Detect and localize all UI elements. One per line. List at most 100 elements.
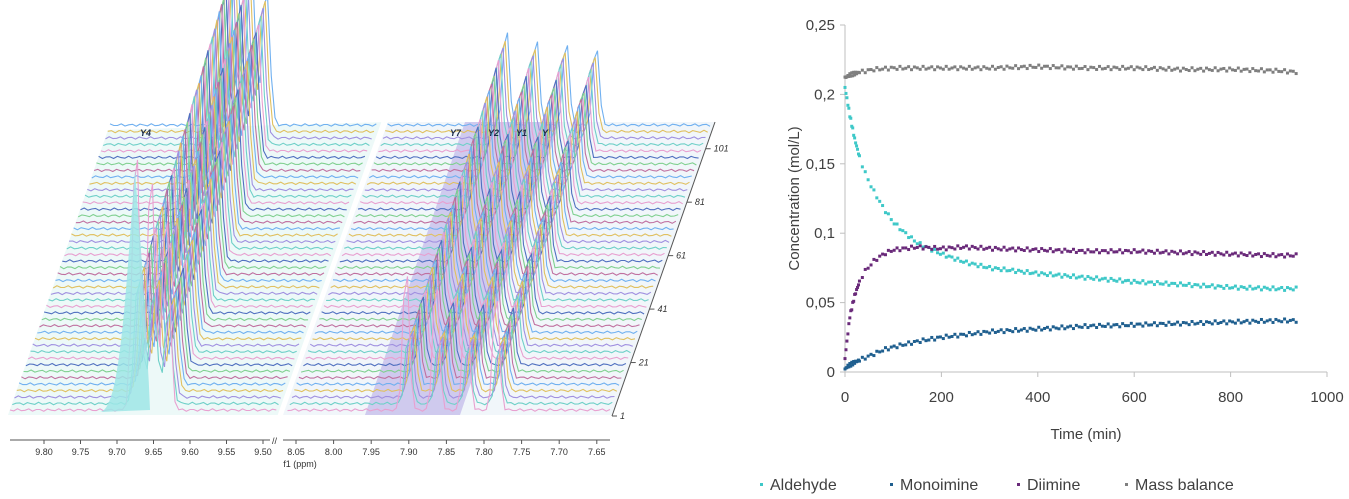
data-point xyxy=(1017,246,1021,250)
data-point xyxy=(1187,281,1191,285)
data-point xyxy=(1231,252,1235,256)
data-point xyxy=(990,328,994,332)
data-point xyxy=(979,68,983,72)
data-point xyxy=(1178,323,1182,327)
data-point xyxy=(1207,320,1211,324)
data-point xyxy=(941,337,945,341)
data-point xyxy=(1126,66,1130,70)
data-point xyxy=(1283,288,1287,292)
data-point xyxy=(1077,325,1081,329)
x-tick-label: 1000 xyxy=(1310,389,1343,406)
data-point xyxy=(973,332,977,336)
data-point xyxy=(1176,320,1180,324)
data-point xyxy=(1196,251,1200,255)
data-point xyxy=(1228,253,1232,257)
data-point xyxy=(1045,249,1049,253)
data-point xyxy=(1089,324,1093,328)
data-point xyxy=(1222,286,1226,290)
data-point xyxy=(1022,248,1026,252)
data-point xyxy=(1294,320,1298,324)
data-point xyxy=(1242,67,1246,71)
data-point xyxy=(962,332,966,336)
data-point xyxy=(869,68,873,72)
data-point xyxy=(993,266,997,270)
data-point xyxy=(1158,321,1162,325)
data-point xyxy=(856,283,860,287)
data-point xyxy=(1150,249,1154,253)
index-label: 81 xyxy=(695,197,705,207)
data-point xyxy=(1106,65,1110,69)
data-point xyxy=(1045,325,1049,329)
data-point xyxy=(1103,276,1107,280)
data-point xyxy=(1043,272,1047,276)
data-point xyxy=(953,332,957,336)
data-point xyxy=(1025,67,1029,71)
data-point xyxy=(1190,66,1194,70)
index-label: 41 xyxy=(657,304,667,314)
stacked-nmr-spectra-panel: 1 21 41 61 81 101 Y4 Y7 Y2 Y1 Y // 9.80 9.75 9.70 9.65 9… xyxy=(8,0,729,469)
data-point xyxy=(1231,68,1235,72)
data-point xyxy=(907,248,911,252)
ppm-tick-label: 7.65 xyxy=(588,447,606,457)
data-point xyxy=(1014,249,1018,253)
data-point xyxy=(1236,318,1240,322)
index-label: 101 xyxy=(714,144,729,154)
data-point xyxy=(1074,64,1078,68)
data-point xyxy=(1155,248,1159,252)
data-point xyxy=(1228,286,1232,290)
data-point xyxy=(845,96,849,100)
data-point xyxy=(1231,286,1235,290)
data-point xyxy=(1254,286,1258,290)
data-point xyxy=(1245,318,1249,322)
data-point xyxy=(944,248,948,252)
data-point xyxy=(878,254,882,258)
data-point xyxy=(1057,327,1061,331)
data-point xyxy=(1048,247,1052,251)
data-point xyxy=(993,330,997,334)
data-point xyxy=(863,357,867,361)
data-point xyxy=(875,196,879,200)
data-point xyxy=(936,65,940,69)
data-point xyxy=(1112,323,1116,327)
data-point xyxy=(1126,249,1130,253)
data-point xyxy=(1274,288,1278,292)
index-label: 21 xyxy=(638,358,649,368)
data-point xyxy=(1245,67,1249,71)
data-point xyxy=(1152,321,1156,325)
data-point xyxy=(1103,249,1107,253)
front-peak-fill xyxy=(100,170,150,412)
data-point xyxy=(933,68,937,72)
data-point xyxy=(982,247,986,251)
ppm-tick-label: 7.95 xyxy=(362,447,380,457)
data-point xyxy=(1181,252,1185,256)
data-point xyxy=(1132,248,1136,252)
data-point xyxy=(1022,327,1026,331)
data-point xyxy=(1202,69,1206,73)
data-point xyxy=(1164,323,1168,327)
x-axis-title: Time (min) xyxy=(1050,426,1121,443)
data-point xyxy=(854,141,858,145)
data-point xyxy=(970,67,974,71)
data-point xyxy=(1017,329,1021,333)
data-point xyxy=(1193,250,1197,254)
data-point xyxy=(1262,285,1266,289)
data-point xyxy=(1037,250,1041,254)
axis-break-mark: // xyxy=(272,436,278,446)
data-point xyxy=(921,245,925,249)
data-point xyxy=(1170,281,1174,285)
data-point xyxy=(1262,320,1266,324)
data-point xyxy=(851,126,855,130)
data-point xyxy=(1248,284,1252,288)
data-point xyxy=(1228,66,1232,70)
data-point xyxy=(1254,69,1258,73)
data-point xyxy=(1288,69,1292,73)
data-point xyxy=(1262,252,1266,256)
data-point xyxy=(1141,68,1145,72)
data-point xyxy=(854,292,858,296)
data-point xyxy=(1205,320,1208,324)
data-point xyxy=(1196,321,1200,325)
data-point xyxy=(844,348,848,352)
data-point xyxy=(1167,252,1171,256)
data-point xyxy=(912,246,916,250)
data-point xyxy=(1283,68,1287,72)
